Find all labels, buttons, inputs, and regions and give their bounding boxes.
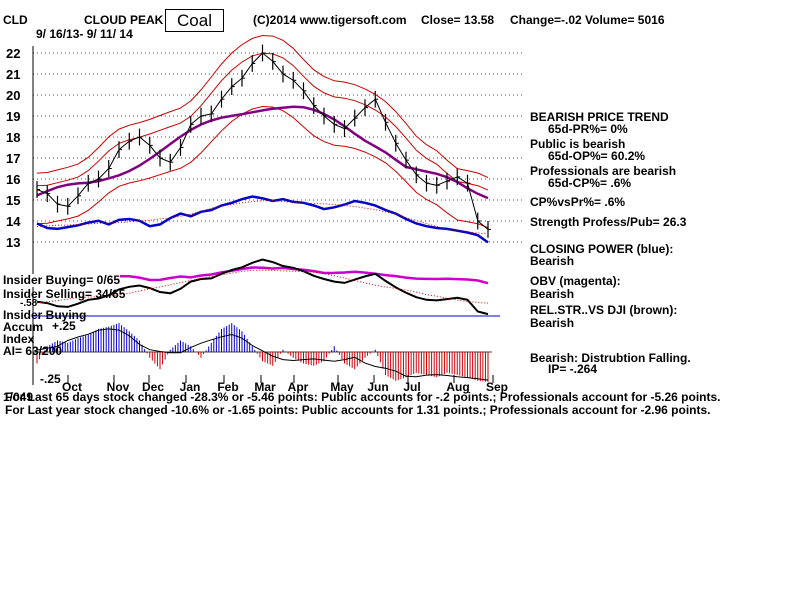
close-value: Close= 13.58 [421, 13, 495, 27]
change-value: Change=-.02 [510, 13, 582, 27]
y-tick-label: 18 [6, 130, 20, 145]
x-tick-label: May [330, 380, 354, 394]
closing-power-line [36, 195, 489, 244]
insider-buying: Insider Buying= 0/65 [3, 273, 121, 287]
ip-stat: IP= -.264 [548, 362, 598, 376]
strength-stat: Strength Profess/Pub= 26.3 [530, 215, 687, 229]
price-line [36, 52, 489, 230]
price-bars [36, 44, 491, 238]
obv-value: Bearish [530, 287, 575, 301]
footer-year: For Last year stock changed -10.6% or -1… [5, 403, 711, 417]
y-tick-label: 19 [6, 109, 20, 124]
ticker: CLD [3, 13, 28, 27]
footer-65day: For Last 65 days stock changed -28.3% or… [5, 390, 721, 404]
x-tick-label: Jan [180, 380, 201, 394]
sector-label: Coal [165, 9, 224, 32]
x-tick-label: Nov [107, 380, 130, 394]
relstr-label: REL.STR..VS DJI (brown): [530, 303, 678, 317]
upper-band [36, 34, 489, 179]
x-tick-label: Dec [142, 380, 164, 394]
relative-strength-line [33, 258, 500, 317]
moving-average [36, 105, 489, 200]
y-tick-label: 14 [6, 214, 21, 229]
relative-strength-ma [36, 269, 489, 304]
x-tick-label: Sep [486, 380, 508, 394]
y-tick-label: 13 [6, 235, 20, 250]
ai-stat: AI= 63/200 [3, 344, 63, 358]
op-stat: 65d-OP%= 60.2% [548, 149, 646, 163]
volume-value: Volume= 5016 [585, 13, 665, 27]
lower-band [36, 105, 489, 229]
x-tick-label: Mar [254, 380, 276, 394]
y-tick-label: 22 [6, 46, 20, 61]
x-tick-label: Feb [217, 380, 238, 394]
accum-plus: +.25 [52, 319, 76, 333]
pros-status: Professionals are bearish [530, 164, 677, 178]
y-tick-label: 20 [6, 88, 20, 103]
closing-power-ma [36, 200, 489, 235]
index-label: Index [3, 332, 35, 346]
insider-selling: Insider Selling= 34/65 [3, 287, 126, 301]
month-axis-labels: Oct Nov Dec Jan Feb Mar Apr May Jun Jul Aug Sep [62, 375, 508, 394]
closing-power-value: Bearish [530, 254, 575, 268]
cp-stat: 65d-CP%= .6% [548, 176, 632, 190]
y-tick-label: 16 [6, 172, 20, 187]
y-tick-label: 21 [6, 67, 20, 82]
accum-label: Accum [3, 320, 44, 334]
price-axis-labels: 22 21 20 19 18 17 16 15 14 13 [6, 46, 21, 250]
relstr-value: Bearish [530, 316, 575, 330]
closing-power [36, 195, 489, 244]
accum-status: Bearish: Distrubtion Falling. [530, 351, 691, 365]
insider-minus-label: -.58 [20, 298, 38, 309]
accum-minus: -.25 [40, 372, 61, 386]
ma-line [36, 105, 489, 200]
y-tick-label: 17 [6, 151, 20, 166]
accumulation-index [33, 323, 492, 382]
closing-power-label: CLOSING POWER (blue): [530, 242, 674, 256]
cpvspr-stat: CP%vsPr%= .6% [530, 195, 626, 209]
x-tick-label: Aug [446, 380, 469, 394]
relative-strength [36, 258, 489, 316]
trend-title: BEARISH PRICE TREND [530, 110, 669, 124]
y-tick-label: 15 [6, 193, 20, 208]
ai-count: 1/049 [3, 390, 34, 404]
x-tick-label: Apr [288, 380, 309, 394]
company-name: CLOUD PEAK [84, 13, 164, 27]
x-tick-label: Jun [367, 380, 388, 394]
pr-stat: 65d-PR%= 0% [548, 122, 628, 136]
x-tick-label: Oct [62, 380, 82, 394]
date-range: 9/ 16/13- 9/ 11/ 14 [36, 27, 133, 41]
x-tick-label: Jul [403, 380, 420, 394]
accum-ma-line [36, 328, 489, 381]
copyright: (C)2014 www.tigersoft.com [253, 13, 407, 27]
public-status: Public is bearish [530, 137, 626, 151]
obv-label: OBV (magenta): [530, 274, 621, 288]
insider-buying-header: Insider Buying [3, 308, 87, 322]
